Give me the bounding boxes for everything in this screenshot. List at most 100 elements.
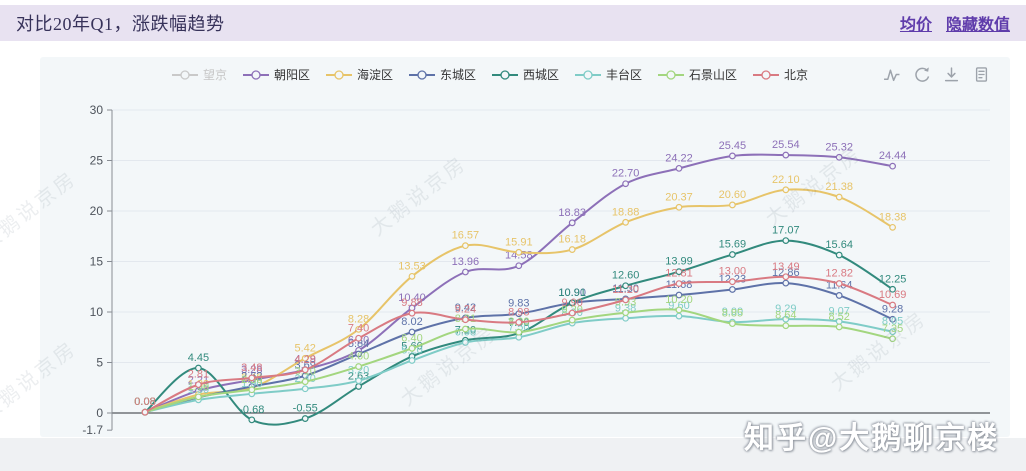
data-point-label: 0.08 <box>134 396 155 408</box>
legend-item-望京[interactable]: 望京 <box>171 66 227 83</box>
data-point-label: 22.10 <box>772 174 800 186</box>
data-point <box>301 354 309 362</box>
legend-label: 丰台区 <box>606 68 643 82</box>
data-point <box>462 339 469 346</box>
data-point-label: 11.20 <box>612 284 639 296</box>
data-point-label: 7.40 <box>348 322 369 334</box>
chart-card: 302520151050-1.70.082.213.284.296.2010.4… <box>40 57 1010 437</box>
data-point-label: 8.52 <box>828 311 849 323</box>
page-footer-strip <box>0 438 1026 471</box>
data-point <box>675 268 683 276</box>
data-point <box>194 381 202 389</box>
data-point <box>408 328 416 336</box>
data-point-label: 13.96 <box>452 256 480 268</box>
data-point <box>141 408 149 416</box>
data-point <box>568 219 576 227</box>
legend-label: 北京 <box>784 68 809 82</box>
legend-item-朝阳区[interactable]: 朝阳区 <box>242 66 310 83</box>
chart-toolbar <box>883 66 990 83</box>
series-北京: 0.08 2.81 3.48 4.28 7.40 9.88 9.24 8.98 9.90 11.2… <box>134 261 906 416</box>
data-point <box>355 383 363 390</box>
data-point-label: 8.05 <box>882 316 903 328</box>
data-point <box>835 323 843 331</box>
legend-marker-icon <box>171 69 198 80</box>
data-point-label: 24.22 <box>665 152 693 164</box>
data-point-label: 12.25 <box>879 273 907 285</box>
data-point <box>782 315 790 323</box>
data-point-label: 21.38 <box>825 181 853 193</box>
legend-label: 朝阳区 <box>273 68 310 82</box>
data-point-label: 18.88 <box>612 206 640 218</box>
data-point <box>515 318 523 326</box>
data-point-label: 12.81 <box>665 268 693 280</box>
data-point <box>782 273 790 281</box>
data-point-label: 9.90 <box>561 297 582 309</box>
data-point-label: 25.54 <box>772 139 800 151</box>
data-point <box>301 415 309 422</box>
data-point <box>889 301 896 309</box>
data-point-label: 10.90 <box>558 287 586 299</box>
data-point <box>835 193 843 201</box>
legend-item-丰台区[interactable]: 丰台区 <box>575 66 642 83</box>
legend-marker-icon <box>325 69 352 80</box>
data-point-label: 9.29 <box>775 303 796 315</box>
data-point <box>622 314 629 322</box>
data-point-label: 9.83 <box>508 298 529 310</box>
hide-values-link[interactable]: 隐藏数值 <box>945 17 1010 34</box>
data-point <box>622 180 629 188</box>
data-point-label: 13.99 <box>665 256 693 268</box>
data-point-label: 2.81 <box>188 369 209 381</box>
data-point-label: 0.08 <box>134 396 155 408</box>
y-axis-tick-label: 5 <box>96 356 103 370</box>
data-point-label: 9.00 <box>722 306 743 318</box>
data-point-label: 0.08 <box>134 396 155 408</box>
data-point-label: 0.08 <box>134 396 155 408</box>
data-point <box>729 251 736 258</box>
data-point-label: 16.18 <box>558 234 586 246</box>
data-point <box>675 203 683 211</box>
data-point-label: 6.40 <box>401 332 422 344</box>
data-point <box>889 223 896 231</box>
legend-item-北京[interactable]: 北京 <box>753 66 808 83</box>
data-point-label: 15.91 <box>505 236 533 248</box>
data-point <box>248 386 256 394</box>
toolbar-download-icon[interactable] <box>943 66 960 83</box>
data-point-label: 10.40 <box>398 292 426 304</box>
legend-marker-icon <box>753 69 780 80</box>
data-point-label: 8.02 <box>401 316 422 328</box>
data-point-label: 3.69 <box>294 360 315 372</box>
avg-price-link[interactable]: 均价 <box>899 17 932 34</box>
series-丰台区: 0.081.301.902.403.205.206.987.508.909.38… <box>134 300 903 416</box>
data-point <box>515 328 523 336</box>
data-point-label: 24.44 <box>879 150 907 162</box>
toolbar-restore-icon[interactable] <box>913 66 930 83</box>
data-point <box>675 164 683 172</box>
data-point-label: 4.28 <box>294 354 315 366</box>
data-point <box>568 299 576 307</box>
data-point <box>729 201 736 209</box>
data-point-label: 20.37 <box>665 191 693 203</box>
toolbar-data-view-icon[interactable] <box>973 66 990 83</box>
data-point <box>301 385 309 393</box>
data-point-label: 16.57 <box>452 230 480 242</box>
data-point <box>782 237 790 244</box>
data-point <box>835 292 843 299</box>
y-axis-tick-label: 15 <box>90 255 104 269</box>
y-axis-tick-label: 30 <box>90 103 104 117</box>
data-point <box>835 280 843 287</box>
data-point <box>408 309 416 317</box>
legend-item-石景山区[interactable]: 石景山区 <box>658 66 737 83</box>
legend-item-海淀区[interactable]: 海淀区 <box>325 66 393 83</box>
legend-item-东城区[interactable]: 东城区 <box>408 66 476 83</box>
series-石景山区: 0.081.602.303.104.606.408.318.009.209.93… <box>134 294 903 416</box>
data-point <box>462 242 469 250</box>
toolbar-line-chart-icon[interactable] <box>883 66 900 83</box>
y-axis-tick-label: 25 <box>90 154 104 168</box>
data-point-label: 4.45 <box>188 352 209 364</box>
data-point-label: 12.60 <box>612 270 640 282</box>
data-point <box>408 357 416 364</box>
data-point-label: 5.42 <box>294 342 315 354</box>
legend-item-西城区[interactable]: 西城区 <box>492 66 559 83</box>
data-point-label: -0.55 <box>293 403 318 415</box>
